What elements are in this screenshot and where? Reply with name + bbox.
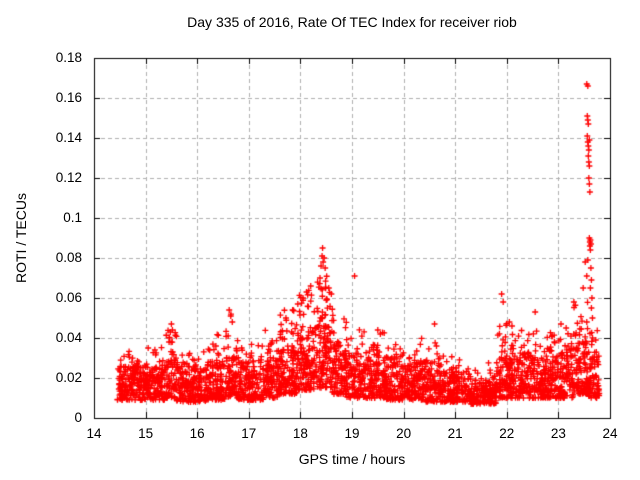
x-tick-label: 18 xyxy=(292,426,308,441)
chart-title: Day 335 of 2016, Rate Of TEC Index for r… xyxy=(187,14,517,30)
x-tick-label: 23 xyxy=(550,426,566,441)
y-tick-label: 0.06 xyxy=(55,290,82,305)
x-tick-label: 24 xyxy=(602,426,618,441)
y-tick-label: 0 xyxy=(74,410,82,425)
x-tick-label: 14 xyxy=(86,426,102,441)
y-tick-label: 0.16 xyxy=(55,90,82,105)
x-tick-label: 22 xyxy=(499,426,515,441)
y-tick-label: 0.1 xyxy=(63,210,82,225)
x-tick-label: 16 xyxy=(189,426,205,441)
y-tick-label: 0.18 xyxy=(55,50,82,65)
y-tick-label: 0.02 xyxy=(55,370,82,385)
x-axis-label: GPS time / hours xyxy=(298,451,406,467)
x-tick-label: 19 xyxy=(344,426,360,441)
y-axis-label: ROTI / TECUs xyxy=(13,193,29,283)
y-tick-label: 0.12 xyxy=(55,170,82,185)
x-tick-label: 20 xyxy=(396,426,412,441)
x-tick-label: 21 xyxy=(447,426,463,441)
x-tick-label: 17 xyxy=(241,426,257,441)
y-tick-label: 0.04 xyxy=(55,330,82,345)
y-tick-label: 0.14 xyxy=(55,130,82,145)
y-tick-label: 0.08 xyxy=(55,250,82,265)
x-tick-label: 15 xyxy=(138,426,154,441)
